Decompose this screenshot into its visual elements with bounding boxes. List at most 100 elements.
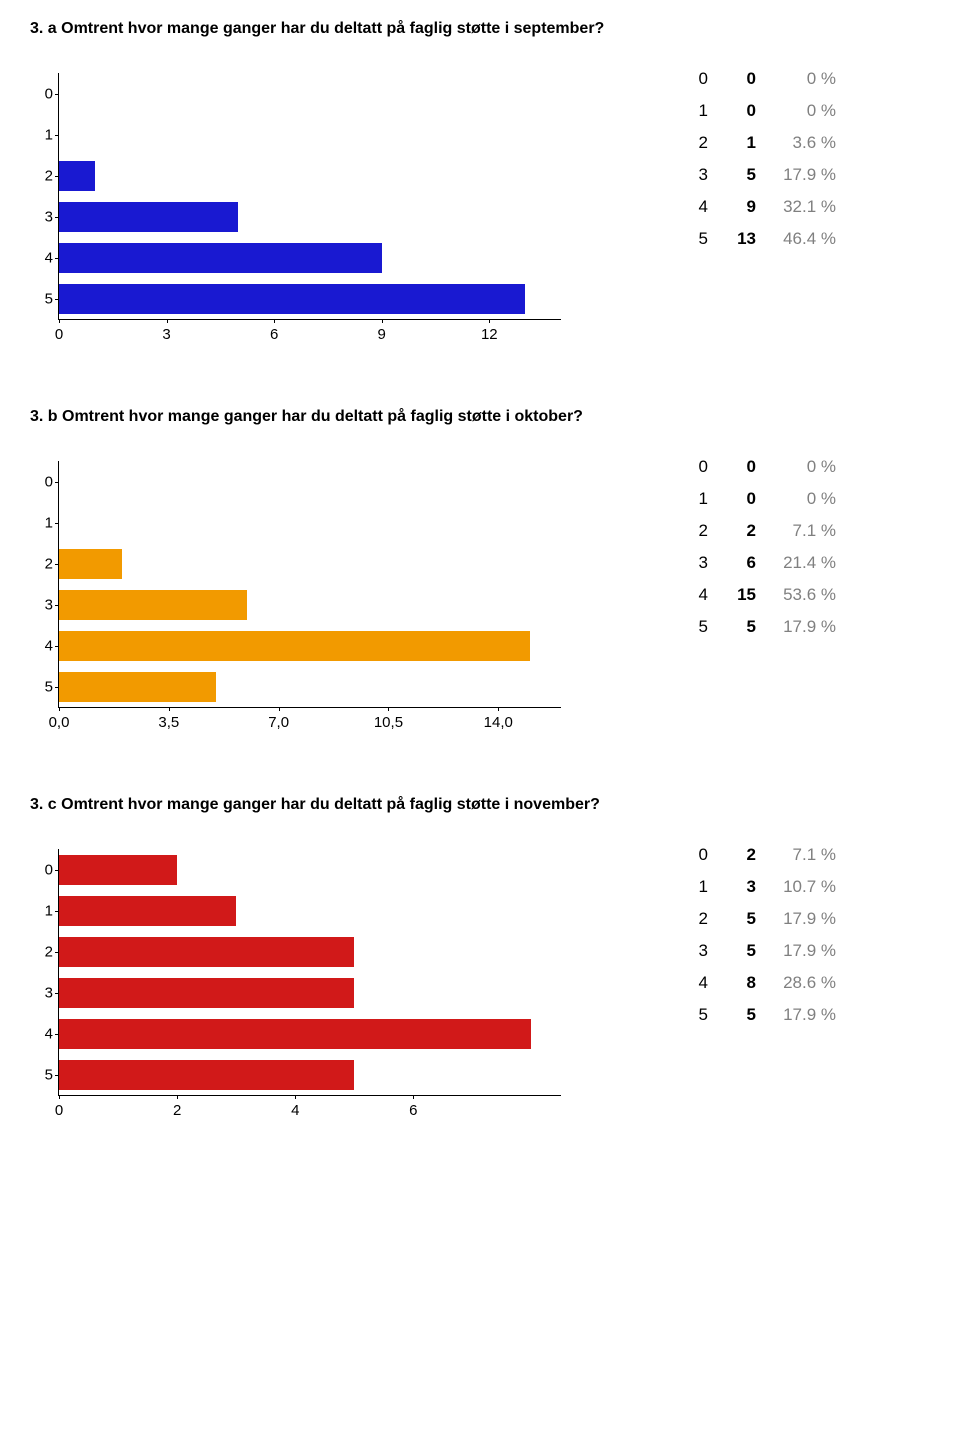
table-row: 4932.1 %	[680, 191, 836, 223]
y-axis-label: 4	[31, 1025, 53, 1042]
y-axis-label: 2	[31, 943, 53, 960]
x-axis-label: 6	[270, 326, 278, 343]
x-axis-label: 12	[481, 326, 498, 343]
plot-region: 0123450246	[58, 849, 561, 1096]
x-axis-label: 0	[55, 1102, 63, 1119]
chart-area: 0123450246	[30, 849, 590, 1129]
table-row: 4828.6 %	[680, 967, 836, 999]
table-row: 100 %	[680, 95, 836, 127]
table-count: 0	[708, 483, 756, 515]
x-axis-label: 0,0	[49, 714, 70, 731]
table-row: 2517.9 %	[680, 903, 836, 935]
x-axis-label: 9	[378, 326, 386, 343]
table-category: 4	[680, 967, 708, 999]
table-percent: 0 %	[756, 63, 836, 95]
table-category: 4	[680, 191, 708, 223]
plot-region: 0123450,03,57,010,514,0	[58, 461, 561, 708]
bar	[59, 161, 95, 191]
chart-area: 012345036912	[30, 73, 590, 353]
table-category: 5	[680, 223, 708, 255]
table-category: 1	[680, 483, 708, 515]
x-axis-label: 3	[162, 326, 170, 343]
y-axis-label: 1	[31, 126, 53, 143]
y-axis-label: 0	[31, 85, 53, 102]
x-axis-label: 0	[55, 326, 63, 343]
table-percent: 32.1 %	[756, 191, 836, 223]
table-count: 1	[708, 127, 756, 159]
y-axis-label: 5	[31, 678, 53, 695]
table-category: 3	[680, 159, 708, 191]
table-category: 2	[680, 127, 708, 159]
y-axis-label: 0	[31, 473, 53, 490]
data-table: 000 %100 %213.6 %3517.9 %4932.1 %51346.4…	[680, 63, 836, 255]
chart-section: 0123450,03,57,010,514,0000 %100 %227.1 %…	[30, 461, 930, 741]
table-row: 3621.4 %	[680, 547, 836, 579]
bar	[59, 1019, 531, 1049]
table-category: 3	[680, 547, 708, 579]
y-axis-label: 0	[31, 861, 53, 878]
y-axis-label: 4	[31, 637, 53, 654]
table-count: 0	[708, 451, 756, 483]
table-row: 1310.7 %	[680, 871, 836, 903]
table-category: 5	[680, 999, 708, 1031]
table-percent: 0 %	[756, 451, 836, 483]
table-row: 027.1 %	[680, 839, 836, 871]
x-axis-label: 2	[173, 1102, 181, 1119]
x-axis-label: 7,0	[268, 714, 289, 731]
bar	[59, 284, 525, 314]
table-count: 0	[708, 95, 756, 127]
table-category: 1	[680, 95, 708, 127]
table-category: 1	[680, 871, 708, 903]
table-percent: 28.6 %	[756, 967, 836, 999]
table-category: 2	[680, 515, 708, 547]
table-percent: 17.9 %	[756, 999, 836, 1031]
table-category: 2	[680, 903, 708, 935]
x-axis-label: 14,0	[484, 714, 513, 731]
x-axis-label: 6	[409, 1102, 417, 1119]
table-row: 3517.9 %	[680, 935, 836, 967]
question-title: 3. a Omtrent hvor mange ganger har du de…	[30, 20, 930, 38]
plot-region: 012345036912	[58, 73, 561, 320]
bar	[59, 978, 354, 1008]
y-axis-label: 3	[31, 596, 53, 613]
y-axis-label: 1	[31, 514, 53, 531]
table-percent: 0 %	[756, 95, 836, 127]
bar	[59, 672, 216, 702]
table-row: 000 %	[680, 63, 836, 95]
table-percent: 17.9 %	[756, 611, 836, 643]
table-count: 9	[708, 191, 756, 223]
y-axis-label: 4	[31, 249, 53, 266]
table-row: 3517.9 %	[680, 159, 836, 191]
table-percent: 46.4 %	[756, 223, 836, 255]
bar	[59, 1060, 354, 1090]
table-percent: 0 %	[756, 483, 836, 515]
question-title: 3. b Omtrent hvor mange ganger har du de…	[30, 408, 930, 426]
table-category: 0	[680, 63, 708, 95]
table-count: 6	[708, 547, 756, 579]
bar	[59, 590, 247, 620]
table-row: 213.6 %	[680, 127, 836, 159]
table-category: 5	[680, 611, 708, 643]
chart-section: 0123450246027.1 %1310.7 %2517.9 %3517.9 …	[30, 849, 930, 1129]
y-axis-label: 2	[31, 555, 53, 572]
table-percent: 53.6 %	[756, 579, 836, 611]
table-count: 5	[708, 903, 756, 935]
y-axis-label: 5	[31, 1066, 53, 1083]
x-axis-label: 10,5	[374, 714, 403, 731]
data-table: 000 %100 %227.1 %3621.4 %41553.6 %5517.9…	[680, 451, 836, 643]
bar	[59, 896, 236, 926]
table-row: 5517.9 %	[680, 611, 836, 643]
table-count: 3	[708, 871, 756, 903]
table-percent: 17.9 %	[756, 935, 836, 967]
question-title: 3. c Omtrent hvor mange ganger har du de…	[30, 796, 930, 814]
bar	[59, 855, 177, 885]
table-count: 8	[708, 967, 756, 999]
bar	[59, 243, 382, 273]
table-row: 227.1 %	[680, 515, 836, 547]
table-category: 0	[680, 451, 708, 483]
table-row: 000 %	[680, 451, 836, 483]
table-count: 5	[708, 159, 756, 191]
bar	[59, 202, 238, 232]
table-row: 41553.6 %	[680, 579, 836, 611]
table-row: 100 %	[680, 483, 836, 515]
